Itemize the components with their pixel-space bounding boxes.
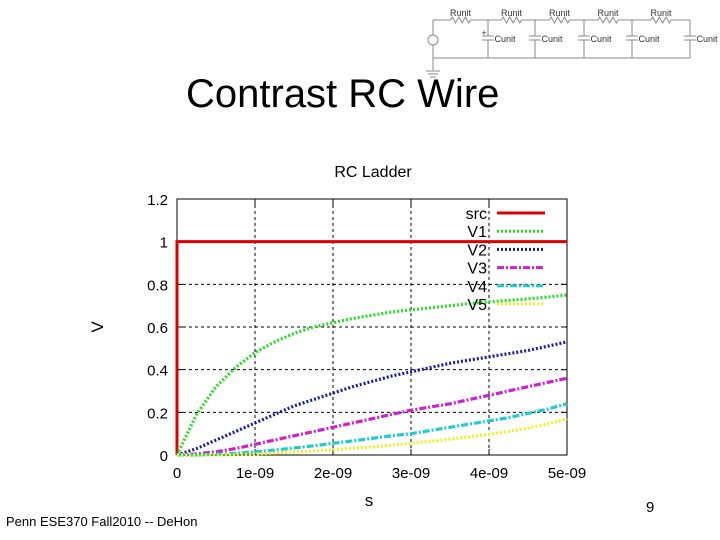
- capacitor-label: Cunit: [541, 34, 563, 44]
- x-tick-label: 3e-09: [392, 465, 430, 482]
- slide-title: Contrast RC Wire: [186, 72, 500, 116]
- x-axis-label: s: [365, 491, 374, 510]
- y-tick-label: 0.8: [147, 277, 168, 294]
- y-tick-label: 0: [160, 448, 168, 465]
- resistor-symbol: [450, 15, 471, 25]
- source-polarity: +: [481, 28, 486, 38]
- resistor-symbol: [501, 15, 522, 25]
- resistor-label: Runit: [549, 8, 571, 18]
- x-tick-label: 2e-09: [314, 465, 352, 482]
- resistor-label: Runit: [597, 8, 619, 18]
- resistor-label: Runit: [650, 8, 672, 18]
- capacitor-label: Cunit: [590, 34, 612, 44]
- series-line-v1: [175, 293, 568, 456]
- capacitor-label: Cunit: [638, 34, 660, 44]
- y-tick-label: 1.2: [147, 192, 168, 209]
- resistor-symbol: [597, 15, 619, 25]
- y-axis-label: V: [88, 321, 107, 333]
- series-line-v3: [176, 376, 568, 457]
- resistor-label: Runit: [450, 8, 472, 18]
- chart-title: RC Ladder: [334, 164, 412, 181]
- source-symbol: [427, 34, 439, 46]
- x-tick-label: 1e-09: [236, 465, 274, 482]
- capacitor-label: Cunit: [494, 34, 516, 44]
- series-line-v5: [177, 417, 568, 457]
- y-tick-label: 0.4: [147, 363, 168, 380]
- footer-text: Penn ESE370 Fall2010 -- DeHon: [6, 514, 198, 529]
- x-tick-label: 0: [173, 465, 181, 482]
- series-line-v4: [177, 402, 568, 457]
- y-tick-label: 0.2: [147, 405, 168, 422]
- series-line-v2: [176, 340, 568, 457]
- legend-label: V2: [467, 242, 487, 259]
- y-tick-label: 1: [160, 235, 168, 252]
- y-tick-label: 0.6: [147, 320, 168, 337]
- series-line-src: [175, 240, 567, 455]
- legend-label: V5: [467, 297, 487, 314]
- x-tick-label: 4e-09: [470, 465, 508, 482]
- x-tick-label: 5e-09: [548, 465, 586, 482]
- page-number: 9: [646, 499, 655, 516]
- legend-label: V3: [467, 261, 487, 278]
- legend-label: V4: [467, 279, 487, 296]
- resistor-symbol: [549, 15, 570, 25]
- resistor-symbol: [650, 15, 672, 25]
- rc-ladder-schematic: Runit Runit Runit Runit Runit + Cunit Cunit Cuni…: [426, 8, 718, 78]
- legend-label: V1: [467, 224, 487, 241]
- legend-label: src: [466, 206, 487, 223]
- capacitor-label: Cunit: [696, 34, 718, 44]
- resistor-label: Runit: [501, 8, 523, 18]
